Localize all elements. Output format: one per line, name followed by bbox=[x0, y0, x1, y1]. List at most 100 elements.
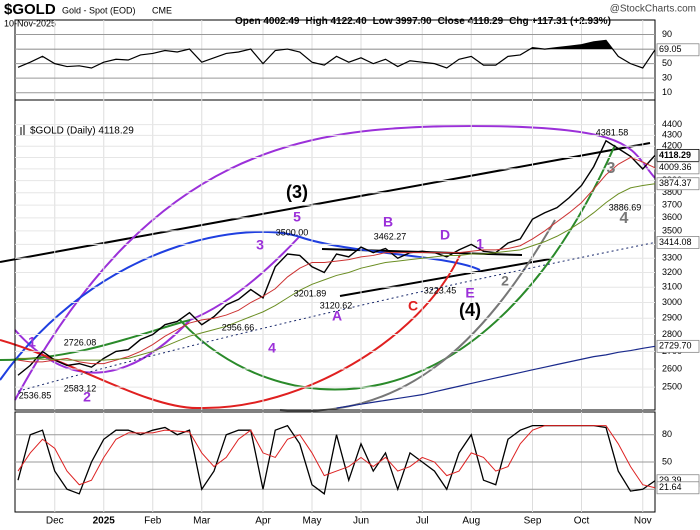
y-tick-label: 3800 bbox=[662, 187, 682, 197]
rsi-overbought-fill bbox=[18, 40, 655, 50]
ohlc: Open 4002.49 High 4122.40 Low 3997.80 Close… bbox=[235, 16, 611, 27]
annotation: 4381.58 bbox=[596, 127, 629, 137]
x-tick-label: Oct bbox=[574, 516, 590, 527]
x-tick-label: Sep bbox=[524, 516, 542, 527]
annotation: 5 bbox=[293, 209, 301, 225]
brand: @StockCharts.com bbox=[610, 4, 696, 15]
annotation: 2583.12 bbox=[64, 383, 97, 393]
end-label-box bbox=[656, 161, 700, 175]
end-label-box bbox=[656, 177, 700, 191]
x-tick-label: Jul bbox=[416, 516, 429, 527]
arc bbox=[14, 235, 301, 374]
x-tick-label: Feb bbox=[144, 516, 162, 527]
annotation: (4) bbox=[459, 300, 481, 320]
y-tick-label: 2900 bbox=[662, 313, 682, 323]
y-tick-label: 90 bbox=[662, 29, 672, 39]
y-tick-label: 4300 bbox=[662, 130, 682, 140]
ohlc-item: Low 3997.80 bbox=[373, 16, 432, 27]
annotation: 3223.45 bbox=[424, 285, 457, 295]
ohlc-item: Close 4118.29 bbox=[438, 16, 504, 27]
end-label: 21.64 bbox=[659, 482, 682, 492]
annotation: C bbox=[408, 298, 418, 314]
y-tick-label: 50 bbox=[662, 58, 672, 68]
annotation: A bbox=[332, 308, 342, 324]
end-label-box bbox=[656, 339, 700, 353]
y-tick-label: 4200 bbox=[662, 141, 682, 151]
end-label: 2729.70 bbox=[659, 341, 692, 351]
x-tick-label: Mar bbox=[193, 516, 211, 527]
series-line bbox=[18, 183, 656, 361]
annotation: 4 bbox=[620, 210, 629, 227]
trendline bbox=[339, 258, 551, 297]
annotation: 4 bbox=[268, 340, 276, 356]
annotation: B bbox=[383, 214, 393, 230]
end-label: 4009.36 bbox=[659, 162, 692, 172]
overlays bbox=[0, 124, 656, 412]
trendline bbox=[0, 142, 651, 263]
ohlc-item: Chg +117.31 (+2.93%) bbox=[509, 16, 611, 27]
end-label-box bbox=[656, 43, 700, 57]
end-label-box bbox=[656, 481, 700, 495]
instrument-name: Gold - Spot (EOD) bbox=[62, 5, 136, 15]
y-tick-label: 3700 bbox=[662, 199, 682, 209]
y-tick-label: 3500 bbox=[662, 225, 682, 235]
arc bbox=[14, 124, 656, 401]
series-line bbox=[17, 425, 656, 489]
annotation: 2536.85 bbox=[19, 390, 52, 400]
y-tick-label: 30 bbox=[662, 73, 672, 83]
annotation: (3) bbox=[286, 182, 308, 202]
series-line bbox=[17, 139, 656, 376]
ohlc-item: High 4122.40 bbox=[305, 16, 367, 27]
end-label-box bbox=[656, 236, 700, 249]
y-tick-label: 2500 bbox=[662, 382, 682, 392]
annotation: 2 bbox=[501, 273, 509, 289]
y-tick-label: 3100 bbox=[662, 282, 682, 292]
date: 10-Nov-2025 bbox=[4, 18, 56, 28]
y-tick-label: 10 bbox=[662, 87, 672, 97]
y-tick-label: 80 bbox=[662, 429, 672, 439]
end-label: 29.39 bbox=[659, 475, 682, 485]
end-label: 3874.37 bbox=[659, 178, 692, 188]
symbol: $GOLD bbox=[4, 1, 56, 18]
legend: $GOLD (Daily) 4118.29 bbox=[30, 126, 134, 137]
price-frame bbox=[14, 99, 656, 411]
y-tick-label: 3000 bbox=[662, 297, 682, 307]
x-tick-label: 2025 bbox=[93, 516, 116, 527]
y-tick-label: 2800 bbox=[662, 329, 682, 339]
series-line bbox=[17, 241, 656, 392]
annotation: 2956.66 bbox=[222, 322, 255, 332]
annotation: 3201.89 bbox=[294, 288, 327, 298]
ohlc-item: Open 4002.49 bbox=[235, 16, 300, 27]
x-tick-label: Nov bbox=[634, 516, 652, 527]
arc bbox=[179, 144, 616, 391]
annotation: 1 bbox=[28, 334, 36, 350]
x-tick-label: Jun bbox=[353, 516, 369, 527]
y-tick-label: 3600 bbox=[662, 212, 682, 222]
annotation: D bbox=[440, 227, 450, 243]
series-line bbox=[17, 156, 656, 365]
annotation: 2 bbox=[83, 389, 91, 405]
exchange: CME bbox=[152, 5, 172, 15]
annotation: 1 bbox=[476, 236, 484, 252]
annotation: 3886.69 bbox=[609, 202, 642, 212]
x-tick-label: May bbox=[303, 516, 322, 527]
end-label-box bbox=[656, 148, 700, 162]
annotation: E bbox=[465, 285, 474, 301]
series-line bbox=[17, 424, 656, 495]
series-line bbox=[336, 345, 656, 409]
end-label: 4118.29 bbox=[659, 150, 691, 160]
annotation: 3120.62 bbox=[320, 300, 353, 310]
x-tick-label: Dec bbox=[46, 516, 64, 527]
y-tick-label: 3300 bbox=[662, 253, 682, 263]
series-line bbox=[17, 39, 656, 69]
annotation: 3500.00 bbox=[276, 227, 309, 237]
end-label: 3414.08 bbox=[659, 237, 692, 247]
y-tick-label: 2600 bbox=[662, 363, 682, 373]
y-tick-label: 3200 bbox=[662, 267, 682, 277]
legend-icon bbox=[20, 125, 25, 135]
annotation: 3 bbox=[607, 160, 616, 177]
x-tick-label: Apr bbox=[255, 516, 271, 527]
x-tick-label: Aug bbox=[462, 516, 480, 527]
annotation: 2726.08 bbox=[64, 337, 97, 347]
